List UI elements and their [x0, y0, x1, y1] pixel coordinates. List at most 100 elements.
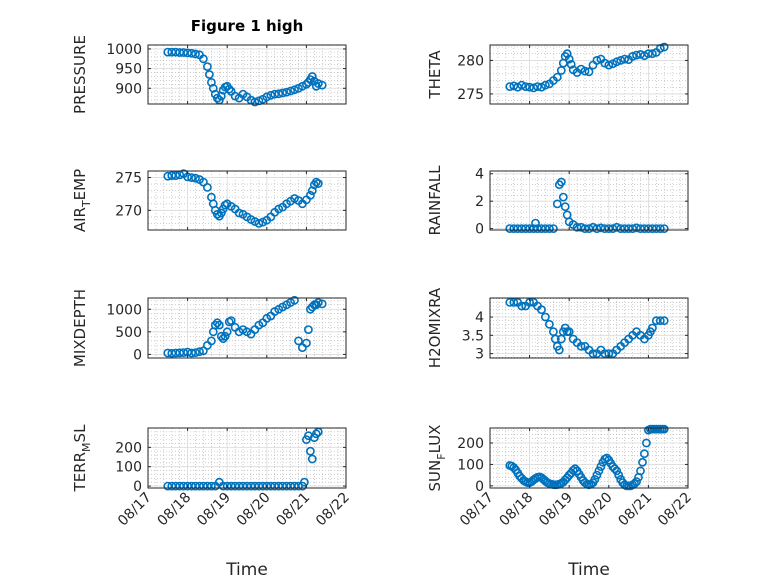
- x-tick-label: 08/19: [194, 490, 234, 530]
- data-point: [642, 438, 651, 448]
- y-tick-label: 500: [115, 325, 142, 341]
- y-label-subscript: M: [80, 442, 93, 452]
- data-point: [560, 202, 570, 212]
- axes-box: [489, 170, 689, 231]
- chart-title: Figure 1 high: [191, 17, 304, 35]
- series-h2omixra: [505, 297, 669, 358]
- subplot-sun_flux: 0 100 200 08/17 08/18 08/19 08/20 08/21 08/22 SUN…: [426, 425, 695, 580]
- y-axis-label: AIRTEMP: [71, 169, 93, 232]
- data-point: [226, 316, 236, 325]
- subplot-h2omixra: 3 3.5 4 H2OMIXRA: [426, 287, 689, 368]
- axes-box: [489, 44, 689, 105]
- data-point: [198, 481, 208, 491]
- plot-area: [490, 171, 688, 230]
- y-tick-label: 900: [115, 81, 142, 97]
- data-point: [612, 57, 622, 67]
- y-label-base: TERR: [71, 452, 89, 493]
- data-point: [254, 218, 264, 228]
- y-tick-label: 200: [115, 440, 142, 456]
- data-point: [533, 82, 542, 91]
- x-tick-label: 08/22: [655, 490, 695, 530]
- data-point: [187, 48, 196, 58]
- data-point: [590, 474, 600, 484]
- data-point: [632, 477, 641, 486]
- y-axis-label: SUNFLUX: [426, 425, 448, 492]
- data-point: [648, 49, 657, 59]
- data-point: [517, 80, 527, 90]
- data-point: [294, 336, 303, 346]
- y-axis-label: MIXDEPTH: [71, 289, 89, 367]
- subplot-theta: 275 280 THETA: [426, 42, 689, 105]
- data-point: [202, 182, 212, 192]
- data-point: [588, 349, 598, 358]
- axes-box: [147, 170, 347, 231]
- axes-box: [489, 427, 689, 489]
- y-tick-label: 200: [457, 436, 484, 452]
- data-point: [317, 80, 327, 90]
- data-point: [290, 295, 299, 305]
- data-point: [620, 54, 629, 64]
- data-point: [238, 481, 248, 491]
- y-axis-label: RAINFALL: [426, 165, 444, 236]
- x-tick-label: 08/19: [536, 490, 576, 530]
- data-point: [610, 464, 620, 474]
- y-tick-label: 2: [475, 194, 484, 210]
- y-label-base: SUN: [426, 460, 444, 492]
- data-point: [195, 347, 204, 357]
- data-point: [604, 60, 614, 70]
- data-point: [313, 298, 323, 307]
- y-axis-label: TERRMSL: [71, 424, 93, 493]
- data-point: [594, 466, 604, 476]
- y-label-rest: LUX: [426, 425, 444, 454]
- y-label-rest: EMP: [71, 169, 89, 200]
- data-point: [206, 481, 216, 491]
- data-point: [659, 316, 669, 326]
- data-point: [212, 318, 222, 328]
- data-point: [612, 222, 622, 232]
- data-point: [294, 481, 303, 491]
- data-point: [541, 80, 550, 90]
- data-point: [521, 82, 530, 91]
- axes-box: [147, 297, 347, 359]
- subplot-air_temp: 270 275 AIRTEMP: [71, 169, 347, 232]
- y-label-base: PRESSURE: [71, 35, 89, 114]
- y-label-base: THETA: [426, 50, 444, 100]
- data-point: [305, 190, 315, 200]
- subplot-terr_msl: 0 100 200 08/17 08/18 08/19 08/20 08/21 08/22 TER…: [71, 424, 353, 580]
- data-point: [234, 208, 244, 218]
- data-point: [224, 84, 234, 94]
- y-tick-label: 1000: [106, 302, 142, 318]
- plot-area: [148, 428, 346, 488]
- y-tick-label: 275: [115, 171, 142, 187]
- series-air_temp: [163, 169, 323, 228]
- data-point: [584, 67, 594, 77]
- axes-box: [147, 427, 347, 489]
- data-point: [216, 331, 226, 341]
- data-point: [659, 42, 669, 52]
- data-point: [509, 297, 519, 307]
- subplot-mixdepth: 0 500 1000 MIXDEPTH: [71, 289, 347, 367]
- data-point: [592, 470, 602, 480]
- data-point: [659, 424, 669, 434]
- y-label-rest: SL: [71, 424, 89, 443]
- y-tick-label: 0: [475, 222, 484, 238]
- data-point: [183, 48, 192, 58]
- data-point: [517, 301, 527, 311]
- x-axis-label: Time: [225, 560, 268, 580]
- data-point: [303, 325, 313, 334]
- x-tick-label: 08/21: [273, 490, 313, 530]
- y-tick-label: 100: [457, 457, 484, 473]
- data-point: [220, 331, 230, 341]
- data-point: [592, 56, 602, 65]
- y-tick-label: 0: [475, 479, 484, 495]
- data-point: [630, 479, 639, 489]
- data-point: [545, 319, 554, 329]
- data-point: [278, 88, 287, 98]
- data-point: [311, 300, 321, 310]
- data-point: [612, 466, 622, 476]
- x-tick-label: 08/21: [615, 490, 655, 530]
- data-point: [262, 92, 272, 102]
- y-tick-label: 3.5: [462, 328, 484, 344]
- data-point: [311, 429, 321, 439]
